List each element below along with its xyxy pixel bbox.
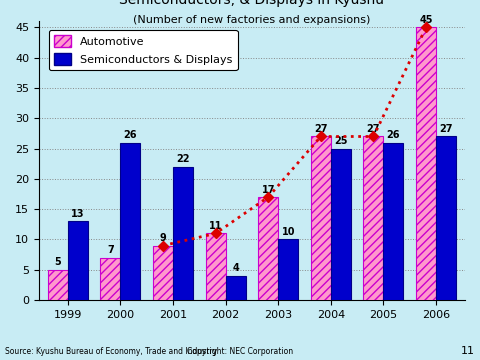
Text: 45: 45 xyxy=(420,15,433,25)
Bar xyxy=(363,136,384,300)
Text: 17: 17 xyxy=(262,185,275,195)
Title: Number of Factories for Automobiles,
Semiconductors, & Displays in Kyushu
(Numbe: Number of Factories for Automobiles, Sem… xyxy=(0,359,1,360)
Text: 5: 5 xyxy=(54,257,61,267)
Text: 13: 13 xyxy=(71,209,84,219)
Text: 27: 27 xyxy=(367,124,380,134)
Bar xyxy=(68,221,88,300)
Text: 7: 7 xyxy=(107,245,114,255)
Bar xyxy=(226,276,246,300)
Bar xyxy=(153,246,173,300)
Bar xyxy=(100,258,120,300)
Bar xyxy=(173,167,193,300)
Text: Copyright: NEC Corporation: Copyright: NEC Corporation xyxy=(187,347,293,356)
Bar xyxy=(278,239,298,300)
Text: 26: 26 xyxy=(124,130,137,140)
Bar xyxy=(205,233,226,300)
Text: (Number of new factories and expansions): (Number of new factories and expansions) xyxy=(133,15,371,25)
Bar xyxy=(120,143,140,300)
Text: 22: 22 xyxy=(176,154,190,165)
Text: Semiconductors, & Displays in Kyushu: Semiconductors, & Displays in Kyushu xyxy=(120,0,384,7)
Text: 11: 11 xyxy=(461,346,475,356)
Legend: Automotive, Semiconductors & Displays: Automotive, Semiconductors & Displays xyxy=(48,30,238,71)
Text: 27: 27 xyxy=(439,124,453,134)
Bar xyxy=(48,270,68,300)
Bar xyxy=(258,197,278,300)
Text: 25: 25 xyxy=(334,136,348,146)
Text: 27: 27 xyxy=(314,124,327,134)
Bar xyxy=(331,149,351,300)
Bar xyxy=(311,136,331,300)
Text: Source: Kyushu Bureau of Economy, Trade and Industry: Source: Kyushu Bureau of Economy, Trade … xyxy=(5,347,217,356)
Text: 10: 10 xyxy=(281,227,295,237)
Bar xyxy=(416,27,436,300)
Bar xyxy=(436,136,456,300)
Text: 4: 4 xyxy=(232,264,239,274)
Text: 11: 11 xyxy=(209,221,222,231)
Text: 9: 9 xyxy=(160,233,167,243)
Text: 26: 26 xyxy=(387,130,400,140)
Bar xyxy=(384,143,404,300)
